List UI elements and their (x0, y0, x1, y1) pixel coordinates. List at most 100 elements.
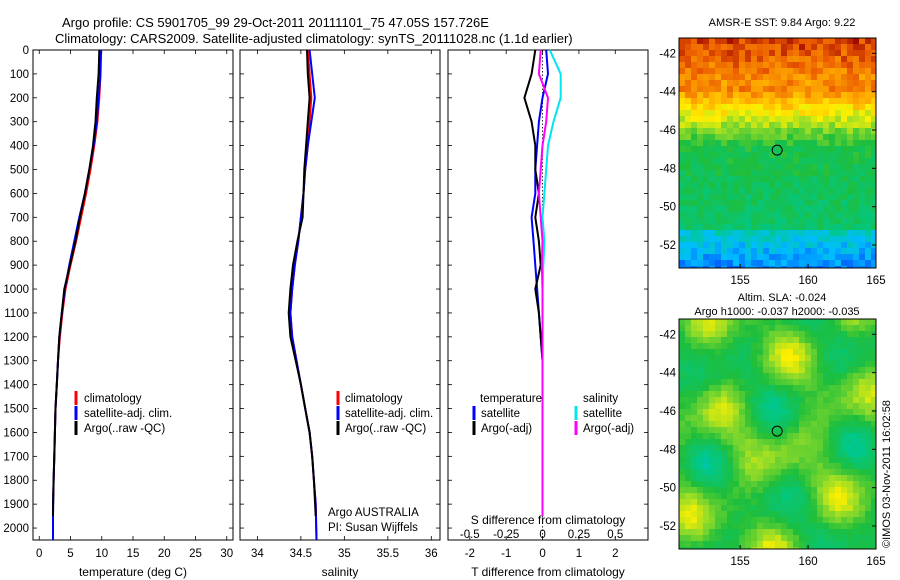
heatmap-cell (787, 218, 794, 225)
legend-t-argo: Argo(-adj) (481, 423, 532, 435)
heatmap-cell (679, 146, 686, 153)
heatmap-cell (847, 146, 854, 153)
heatmap-cell (691, 80, 698, 87)
heatmap-cell (751, 361, 758, 368)
heatmap-cell (733, 206, 740, 213)
heatmap-cell (685, 170, 692, 177)
heatmap-cell (781, 122, 788, 129)
heatmap-cell (829, 535, 836, 542)
heatmap-cell (703, 170, 710, 177)
heatmap-cell (847, 493, 854, 500)
heatmap-cell (763, 409, 770, 416)
heatmap-cell (715, 98, 722, 105)
heatmap-cell (817, 134, 824, 141)
heatmap-cell (829, 260, 836, 267)
heatmap-cell (769, 98, 776, 105)
heatmap-cell (793, 230, 800, 237)
heatmap-cell (865, 182, 872, 189)
heatmap-cell (859, 427, 866, 434)
heatmap-cell (715, 218, 722, 225)
heatmap-cell (679, 517, 686, 524)
heatmap-cell (709, 86, 716, 93)
heatmap-cell (799, 415, 806, 422)
heatmap-cell (769, 134, 776, 141)
heatmap-cell (757, 74, 764, 81)
heatmap-cell (769, 182, 776, 189)
heatmap-cell (721, 391, 728, 398)
heatmap-cell (739, 547, 746, 549)
heatmap-cell (787, 445, 794, 452)
heatmap-cell (817, 104, 824, 111)
heatmap-cell (691, 140, 698, 147)
heatmap-cell (847, 511, 854, 518)
heatmap-cell (745, 505, 752, 512)
heatmap-cell (865, 122, 872, 129)
s-difference-x-axis: -0.5 -0.25 0 0.25 0.5 (460, 529, 623, 541)
heatmap-cell (709, 134, 716, 141)
heatmap-cell (805, 367, 812, 374)
heatmap-cell (697, 355, 704, 362)
heatmap-cell (859, 116, 866, 123)
heatmap-cell (853, 361, 860, 368)
heatmap-cell (727, 505, 734, 512)
heatmap-cell (847, 337, 854, 344)
heatmap-cell (679, 38, 686, 45)
x-tick-label: 20 (158, 548, 171, 560)
heatmap-cell (715, 367, 722, 374)
map-y-tick-label: -48 (659, 163, 676, 175)
heatmap-cell (733, 260, 740, 267)
heatmap-cell (769, 80, 776, 87)
heatmap-cell (811, 38, 818, 45)
heatmap-cell (727, 80, 734, 87)
heatmap-cell (769, 188, 776, 195)
heatmap-cell (811, 260, 818, 267)
heatmap-cell (847, 385, 854, 392)
heatmap-cell (823, 266, 830, 268)
heatmap-cell (769, 439, 776, 446)
heatmap-cell (805, 122, 812, 129)
heatmap-cell (733, 188, 740, 195)
heatmap-cell (733, 122, 740, 129)
heatmap-cell (757, 98, 764, 105)
heatmap-cell (703, 457, 710, 464)
heatmap-cell (811, 361, 818, 368)
heatmap-cell (853, 230, 860, 237)
heatmap-cell (709, 218, 716, 225)
heatmap-cell (697, 547, 704, 549)
heatmap-cell (745, 80, 752, 87)
heatmap-cell (685, 517, 692, 524)
heatmap-cell (829, 469, 836, 476)
heatmap-cell (739, 361, 746, 368)
heatmap-cell (763, 421, 770, 428)
heatmap-cell (733, 361, 740, 368)
heatmap-cell (739, 325, 746, 332)
heatmap-cell (841, 224, 848, 231)
heatmap-cell (775, 397, 782, 404)
heatmap-cell (769, 68, 776, 75)
heatmap-cell (823, 337, 830, 344)
heatmap-cell (757, 206, 764, 213)
heatmap-cell (823, 439, 830, 446)
heatmap-cell (739, 451, 746, 458)
heatmap-cell (709, 266, 716, 268)
heatmap-cell (751, 266, 758, 268)
heatmap-cell (853, 92, 860, 99)
heatmap-cell (733, 337, 740, 344)
heatmap-cell (799, 367, 806, 374)
heatmap-cell (829, 128, 836, 135)
heatmap-cell (757, 92, 764, 99)
heatmap-cell (865, 475, 872, 482)
heatmap-cell (679, 254, 686, 261)
heatmap-cell (871, 439, 876, 446)
heatmap-cell (715, 248, 722, 255)
heatmap-cell (679, 529, 686, 536)
profile-line-salinity-argo-adj- (537, 49, 549, 517)
heatmap-cell (733, 80, 740, 87)
heatmap-cell (739, 529, 746, 536)
heatmap-cell (805, 164, 812, 171)
heatmap-cell (811, 56, 818, 63)
heatmap-cell (691, 457, 698, 464)
heatmap-cell (823, 116, 830, 123)
heatmap-cell (811, 62, 818, 69)
heatmap-cell (829, 56, 836, 63)
